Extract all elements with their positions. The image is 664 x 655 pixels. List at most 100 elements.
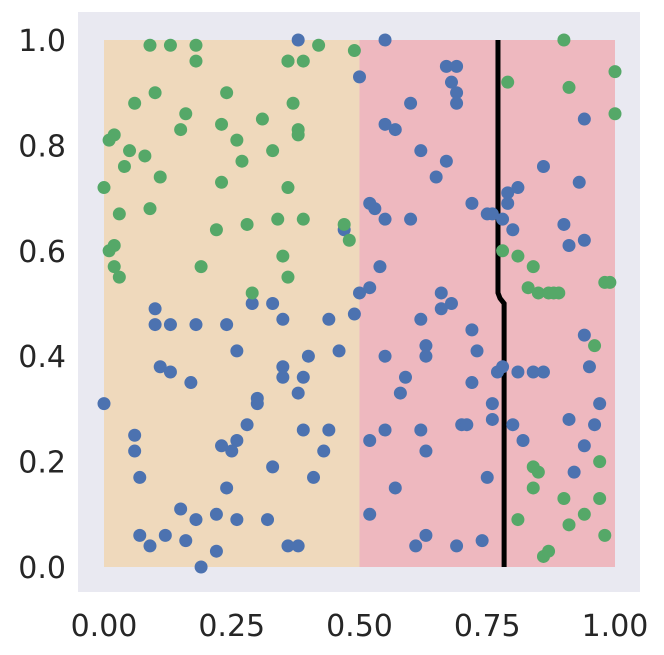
data-point-blue (128, 428, 142, 442)
data-point-green (194, 260, 208, 274)
data-point-blue (179, 534, 193, 548)
data-points (97, 33, 622, 574)
data-point-green (608, 65, 622, 79)
data-point-green (496, 244, 510, 258)
data-point-blue (398, 370, 412, 384)
data-point-blue (450, 539, 464, 553)
data-point-blue (97, 397, 111, 411)
data-point-green (189, 54, 203, 68)
data-point-blue (465, 376, 479, 390)
data-point-green (215, 117, 229, 131)
data-point-blue (501, 196, 515, 210)
data-point-green (296, 54, 310, 68)
decision-regions (104, 40, 615, 567)
data-point-blue (189, 513, 203, 527)
data-point-blue (266, 460, 280, 474)
data-point-green (163, 38, 177, 52)
data-point-blue (404, 96, 418, 110)
data-point-blue (577, 439, 591, 453)
data-point-blue (378, 33, 392, 47)
data-point-blue (378, 212, 392, 226)
data-point-green (577, 507, 591, 521)
data-point-blue (174, 502, 188, 516)
data-point-blue (460, 418, 474, 432)
data-point-green (296, 212, 310, 226)
data-point-blue (388, 481, 402, 495)
data-point-green (153, 170, 167, 184)
data-point-blue (577, 328, 591, 342)
data-point-blue (148, 318, 162, 332)
data-point-green (230, 133, 244, 147)
data-point-blue (230, 344, 244, 358)
data-point-blue (419, 339, 433, 353)
data-point-blue (582, 360, 596, 374)
data-point-blue (480, 470, 494, 484)
data-point-blue (209, 507, 223, 521)
data-point-green (337, 217, 351, 231)
data-point-blue (332, 344, 346, 358)
data-point-blue (363, 281, 377, 295)
data-point-green (281, 181, 295, 195)
data-point-green (215, 175, 229, 189)
data-point-green (511, 249, 525, 263)
data-point-blue (577, 112, 591, 126)
data-point-green (557, 33, 571, 47)
data-point-blue (485, 412, 499, 426)
data-point-blue (209, 544, 223, 558)
x-tick-label: 0.25 (198, 609, 265, 644)
data-point-blue (536, 365, 550, 379)
data-point-green (276, 249, 290, 263)
data-point-green (562, 80, 576, 94)
data-point-green (547, 286, 561, 300)
data-point-blue (485, 397, 499, 411)
data-point-blue (322, 423, 336, 437)
data-point-green (266, 144, 280, 158)
data-point-blue (501, 186, 515, 200)
data-point-blue (266, 297, 280, 310)
data-point-blue (296, 423, 310, 437)
data-point-green (347, 44, 361, 58)
data-point-green (112, 207, 126, 221)
data-point-green (521, 281, 535, 295)
data-point-green (235, 154, 249, 168)
data-point-green (209, 223, 223, 237)
data-point-green (562, 518, 576, 532)
x-tick-label: 1.00 (582, 609, 649, 644)
y-tick-label: 0.2 (18, 446, 66, 481)
data-point-green (179, 107, 193, 121)
data-point-green (531, 286, 545, 300)
data-point-blue (414, 312, 428, 326)
data-point-blue (511, 365, 525, 379)
data-point-blue (317, 444, 331, 458)
data-point-blue (496, 212, 510, 226)
data-point-blue (148, 302, 162, 316)
data-point-blue (419, 444, 433, 458)
data-point-green (312, 38, 326, 52)
data-point-blue (562, 412, 576, 426)
data-point-green (542, 544, 556, 558)
data-point-blue (465, 323, 479, 337)
data-point-green (342, 233, 356, 247)
data-point-blue (230, 434, 244, 448)
data-point-green (189, 38, 203, 52)
data-point-blue (588, 418, 602, 432)
data-point-blue (225, 444, 239, 458)
data-point-green (526, 481, 540, 495)
data-point-green (240, 217, 254, 231)
data-point-blue (163, 318, 177, 332)
data-point-blue (363, 507, 377, 521)
data-point-green (143, 202, 157, 216)
data-point-green (291, 128, 305, 142)
data-point-blue (353, 286, 366, 300)
data-point-blue (444, 297, 458, 310)
data-point-blue (276, 360, 290, 374)
data-point-green (245, 286, 259, 300)
y-tick-label: 0.4 (18, 340, 66, 375)
data-point-blue (557, 217, 571, 231)
data-point-green (593, 455, 607, 469)
data-point-blue (511, 181, 525, 195)
data-point-green (588, 339, 602, 353)
data-point-blue (250, 391, 264, 405)
data-point-blue (153, 360, 167, 374)
data-point-blue (506, 223, 520, 237)
